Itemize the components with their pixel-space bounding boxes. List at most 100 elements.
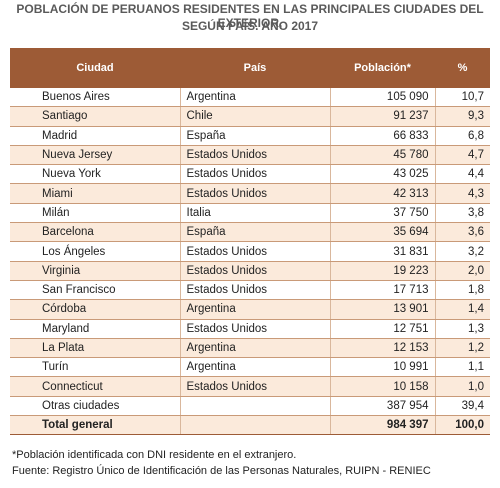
table-row: Connecticut Estados Unidos 10 158 1,0 [10,376,490,397]
table-cell: Virginia [10,261,180,281]
table-cell: Milán [10,203,180,224]
table-cell: 4,3 [434,183,490,204]
table-cell: 43 025 [329,164,435,185]
table-row: Otras ciudades 387 954 39,4 [10,396,490,417]
table-cell: 17 713 [329,280,435,301]
table-cell: 9,3 [434,106,490,127]
table-cell: 39,4 [434,396,490,417]
table-cell [179,396,330,417]
table-cell: Argentina [179,338,330,359]
table-row: Los Ángeles Estados Unidos 31 831 3,2 [10,241,490,262]
table-row: Nueva York Estados Unidos 43 025 4,4 [10,164,490,185]
table-cell: Barcelona [10,222,180,243]
table-cell: Maryland [10,319,180,339]
table-cell: Madrid [10,126,180,146]
table-row: Miami Estados Unidos 42 313 4,3 [10,183,490,204]
table-cell: Argentina [179,88,330,108]
table-row: Total general 984 397 100,0 [10,415,490,436]
table-cell: 12 751 [329,319,435,339]
table-cell: Turín [10,357,180,378]
table-row: La Plata Argentina 12 153 1,2 [10,338,490,359]
table-row: Turín Argentina 10 991 1,1 [10,357,490,378]
table-cell: Nueva York [10,164,180,185]
table-cell: 35 694 [329,222,435,243]
table-cell: Córdoba [10,299,180,320]
table-cell: Total general [10,415,180,436]
table-cell: 1,3 [434,319,490,339]
table-cell: Argentina [179,357,330,378]
table-cell: Los Ángeles [10,241,180,262]
table-row: Madrid España 66 833 6,8 [10,126,490,146]
table-cell: Estados Unidos [179,280,330,301]
table-cell: 10,7 [434,88,490,108]
header-row: Ciudad País Población*% [10,48,490,88]
table-cell: 1,1 [434,357,490,378]
table-cell: Estados Unidos [179,319,330,339]
table-cell: 37 750 [329,203,435,224]
table-cell: España [179,222,330,243]
table-cell: 19 223 [329,261,435,281]
source-note: Fuente: Registro Único de Identificación… [12,465,431,477]
table-cell: 45 780 [329,145,435,166]
table-cell: 1,0 [434,376,490,397]
table-cell [179,415,330,436]
table-cell: España [179,126,330,146]
table-cell: Estados Unidos [179,241,330,262]
table-cell: 3,2 [434,241,490,262]
table-cell: San Francisco [10,280,180,301]
table-cell: Estados Unidos [179,145,330,166]
table-cell: 1,8 [434,280,490,301]
table-cell: 66 833 [329,126,435,146]
table-cell: Nueva Jersey [10,145,180,166]
data-table: Ciudad País Población*% Buenos Aires Argent… [10,48,490,436]
table-cell: 2,0 [434,261,490,281]
table-cell: 1,2 [434,338,490,359]
table-cell: 387 954 [329,396,435,417]
header-cell: Ciudad [10,48,180,88]
table-cell: Estados Unidos [179,376,330,397]
table-row: Maryland Estados Unidos 12 751 1,3 [10,319,490,339]
table-cell: Santiago [10,106,180,127]
table-cell: 12 153 [329,338,435,359]
table-cell: 42 313 [329,183,435,204]
table-cell: Estados Unidos [179,183,330,204]
table-cell: 91 237 [329,106,435,127]
header-cell: % [435,48,490,88]
table-cell: 3,6 [434,222,490,243]
table-cell: 10 158 [329,376,435,397]
table-cell: Chile [179,106,330,127]
table-cell: Miami [10,183,180,204]
table-row: Buenos Aires Argentina 105 090 10,7 [10,88,490,108]
title-line: POBLACIÓN DE PERUANOS RESIDENTES EN LAS … [16,2,484,30]
table-cell: 13 901 [329,299,435,320]
table-cell: 4,4 [434,164,490,185]
footnote: *Población identificada con DNI resident… [12,449,297,461]
table-cell: Buenos Aires [10,88,180,108]
table-cell: La Plata [10,338,180,359]
table-cell: Estados Unidos [179,164,330,185]
table-cell: 100,0 [434,415,490,436]
table-cell: 4,7 [434,145,490,166]
table-row: Nueva Jersey Estados Unidos 45 780 4,7 [10,145,490,166]
table-cell: Estados Unidos [179,261,330,281]
table-cell: Connecticut [10,376,180,397]
table-row: San Francisco Estados Unidos 17 713 1,8 [10,280,490,301]
table-cell: 6,8 [434,126,490,146]
table-row: Barcelona España 35 694 3,6 [10,222,490,243]
table-row: Virginia Estados Unidos 19 223 2,0 [10,261,490,281]
header-cell: Población* [330,48,435,88]
table-row: Córdoba Argentina 13 901 1,4 [10,299,490,320]
table-cell: 10 991 [329,357,435,378]
table-cell: 984 397 [329,415,435,436]
title-line: SEGÚN PAÍS. AÑO 2017 [181,19,319,33]
table-cell: Otras ciudades [10,396,180,417]
table-cell: 31 831 [329,241,435,262]
table-cell: 3,8 [434,203,490,224]
table-cell: 105 090 [329,88,435,108]
table-row: Milán Italia 37 750 3,8 [10,203,490,224]
table-cell: Italia [179,203,330,224]
table-cell: Argentina [179,299,330,320]
table-row: Santiago Chile 91 237 9,3 [10,106,490,127]
table-cell: 1,4 [434,299,490,320]
